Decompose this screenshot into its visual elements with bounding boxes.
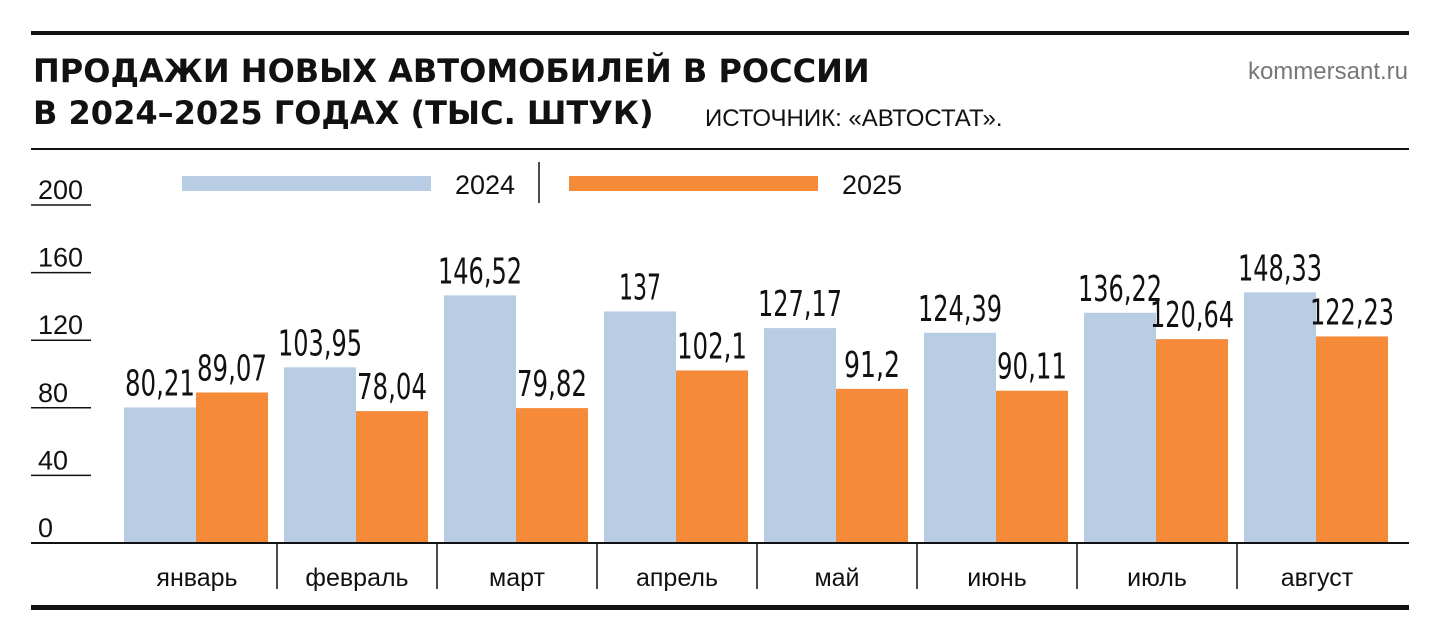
data-label: 78,04 bbox=[357, 367, 427, 408]
bar-2024-1 bbox=[124, 407, 196, 543]
data-label: 79,82 bbox=[517, 364, 587, 405]
x-category-label: февраль bbox=[305, 564, 408, 592]
bar-2025-5 bbox=[836, 388, 908, 543]
data-label: 91,2 bbox=[844, 345, 900, 386]
bar-2024-6 bbox=[924, 332, 996, 543]
legend-label: 2025 bbox=[842, 170, 902, 200]
x-category-label: август bbox=[1281, 564, 1354, 592]
y-tick-label: 160 bbox=[38, 243, 83, 273]
bar-2025-1 bbox=[196, 392, 268, 543]
chart-title: ПРОДАЖИ НОВЫХ АВТОМОБИЛЕЙ В РОССИИ В 202… bbox=[33, 50, 870, 134]
bar-2025-7 bbox=[1156, 339, 1228, 543]
x-category-label: январь bbox=[156, 564, 237, 592]
bar-2025-2 bbox=[356, 411, 428, 543]
data-label: 90,11 bbox=[997, 347, 1067, 388]
x-category-label: июль bbox=[1127, 564, 1187, 592]
data-label: 124,39 bbox=[918, 289, 1002, 330]
bar-2024-2 bbox=[284, 367, 356, 543]
x-category-label: май bbox=[814, 564, 859, 592]
data-label: 137 bbox=[619, 267, 661, 308]
bottom-rule bbox=[31, 605, 1409, 610]
bar-2025-6 bbox=[996, 390, 1068, 543]
y-tick-label: 0 bbox=[38, 513, 53, 543]
y-tick-label: 200 bbox=[38, 175, 83, 205]
bar-2025-8 bbox=[1316, 336, 1388, 543]
data-label: 80,21 bbox=[125, 363, 195, 404]
bar-2025-3 bbox=[516, 408, 588, 543]
x-category-label: июнь bbox=[967, 564, 1027, 592]
source-note: ИСТОЧНИК: «АВТОСТАТ». bbox=[705, 105, 1003, 132]
x-category-label: апрель bbox=[636, 564, 718, 592]
legend-label: 2024 bbox=[455, 170, 515, 200]
bar-2025-4 bbox=[676, 370, 748, 543]
site-credit: kommersant.ru bbox=[1247, 58, 1408, 85]
bar-2024-3 bbox=[444, 295, 516, 543]
data-label: 148,33 bbox=[1238, 248, 1322, 289]
data-label: 120,64 bbox=[1150, 295, 1234, 336]
title-line-1: ПРОДАЖИ НОВЫХ АВТОМОБИЛЕЙ В РОССИИ bbox=[33, 52, 870, 90]
data-label: 102,1 bbox=[677, 326, 747, 367]
y-tick-label: 40 bbox=[38, 445, 68, 475]
legend-swatch bbox=[182, 176, 431, 191]
y-tick-label: 120 bbox=[38, 310, 83, 340]
x-category-label: март bbox=[489, 564, 545, 592]
top-rule bbox=[31, 31, 1409, 35]
bar-2024-7 bbox=[1084, 312, 1156, 543]
bar-2024-8 bbox=[1244, 292, 1316, 543]
data-label: 136,22 bbox=[1078, 269, 1162, 310]
data-label: 89,07 bbox=[197, 348, 267, 389]
title-line-2: В 2024–2025 ГОДАХ (ТЫС. ШТУК) bbox=[33, 94, 654, 132]
data-label: 122,23 bbox=[1310, 292, 1394, 333]
y-tick-label: 80 bbox=[38, 378, 68, 408]
bar-2024-5 bbox=[764, 328, 836, 543]
data-label: 103,95 bbox=[278, 323, 362, 364]
header-rule bbox=[31, 148, 1409, 150]
legend-swatch bbox=[569, 176, 818, 191]
bar-2024-4 bbox=[604, 311, 676, 543]
data-label: 127,17 bbox=[758, 284, 842, 325]
data-label: 146,52 bbox=[438, 251, 522, 292]
